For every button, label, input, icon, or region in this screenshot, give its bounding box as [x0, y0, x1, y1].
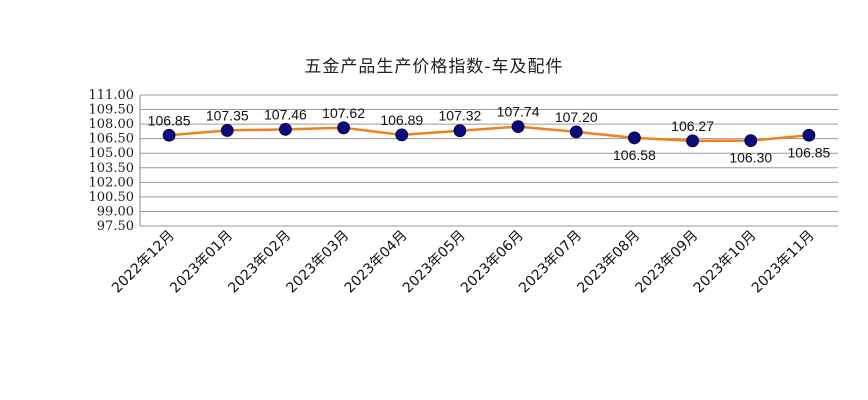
y-tick-label: 103.50: [89, 161, 135, 176]
y-tick-label: 105.00: [89, 146, 135, 161]
series-line: [168, 125, 810, 143]
data-label: 106.85: [788, 144, 831, 160]
data-point: [279, 122, 292, 136]
y-tick-label: 99.00: [97, 204, 134, 219]
y-tick-label: 108.00: [89, 117, 135, 132]
chart-title: 五金产品生产价格指数-车及配件: [304, 57, 564, 77]
x-tick-label: 2023年11月: [749, 228, 818, 297]
data-point: [162, 128, 176, 142]
data-label: 106.85: [148, 112, 191, 128]
y-tick-label: 102.00: [89, 175, 135, 190]
data-point: [337, 121, 350, 135]
data-label: 106.30: [729, 150, 772, 166]
data-point: [628, 131, 641, 145]
data-point: [511, 120, 525, 134]
data-label: 107.74: [497, 104, 540, 120]
data-label: 106.58: [613, 147, 656, 163]
data-label: 107.32: [439, 108, 482, 124]
y-tick-label: 111.00: [89, 88, 135, 103]
data-point: [220, 124, 234, 137]
data-point: [453, 124, 467, 138]
data-label: 106.89: [380, 112, 423, 128]
y-tick-label: 97.50: [97, 219, 134, 234]
data-label: 107.46: [264, 106, 307, 122]
y-tick-label: 100.50: [89, 190, 135, 205]
data-point: [569, 125, 583, 139]
data-point: [744, 134, 758, 148]
y-tick-label: 106.50: [89, 132, 135, 147]
data-label: 107.35: [206, 107, 249, 123]
data-point: [802, 128, 816, 142]
y-tick-label: 109.50: [89, 103, 135, 118]
data-point: [686, 134, 699, 148]
data-label: 107.20: [555, 109, 598, 125]
data-point: [395, 128, 409, 142]
data-label: 106.27: [671, 118, 714, 134]
data-label: 107.62: [322, 105, 365, 121]
